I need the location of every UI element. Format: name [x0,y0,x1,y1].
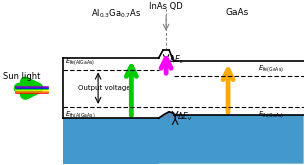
Text: Sun light: Sun light [3,71,40,81]
Text: $E_{\mathrm{fh(GaAs)}}$: $E_{\mathrm{fh(GaAs)}}$ [258,109,284,120]
Text: $E_{\mathrm{fh(AlGaAs)}}$: $E_{\mathrm{fh(AlGaAs)}}$ [65,109,95,120]
Polygon shape [159,112,183,118]
Text: GaAs: GaAs [225,8,249,17]
Text: $E_{\mathrm{fe(AlGaAs)}}$: $E_{\mathrm{fe(AlGaAs)}}$ [65,56,95,67]
Text: Output voltage: Output voltage [78,85,131,91]
Text: Al$_{0.3}$Ga$_{0.7}$As: Al$_{0.3}$Ga$_{0.7}$As [91,8,141,20]
Text: $\Delta E_c$: $\Delta E_c$ [169,53,184,66]
Text: $\Delta E_v$: $\Delta E_v$ [177,110,192,123]
Text: InAs QD: InAs QD [149,2,183,11]
Polygon shape [159,112,303,164]
Polygon shape [63,118,159,164]
Text: $E_{\mathrm{fe(GaAs)}}$: $E_{\mathrm{fe(GaAs)}}$ [258,63,284,74]
